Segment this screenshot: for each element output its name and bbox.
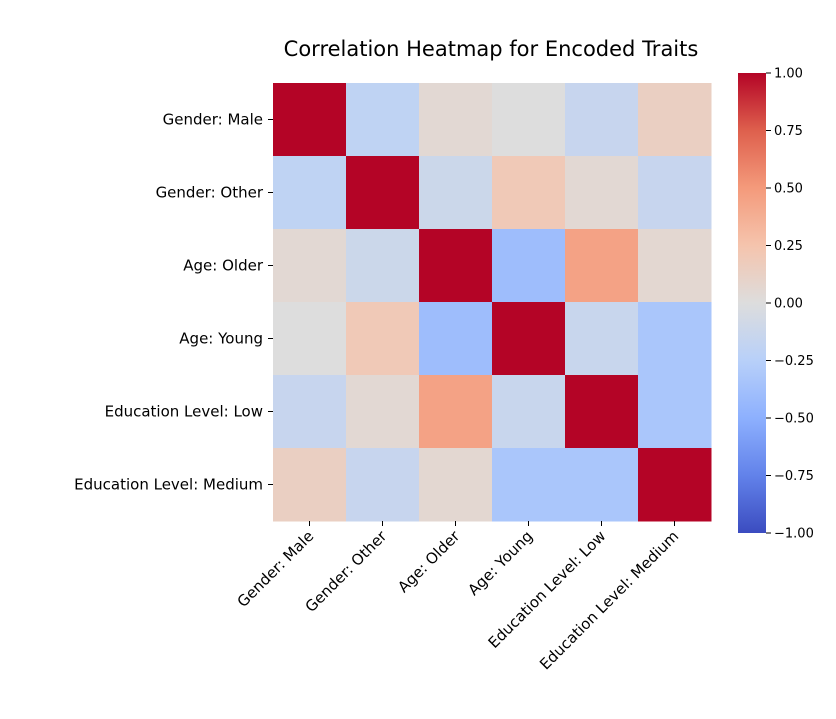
y-tick-label-age-young: Age: Young — [179, 330, 263, 348]
heatmap-cell-r1-c5 — [638, 156, 712, 230]
heatmap-cell-r2-c5 — [638, 229, 712, 303]
heatmap-cell-r3-c2 — [419, 302, 493, 376]
colorbar-tick-label: 0.00 — [774, 297, 803, 312]
heatmap-cell-r4-c4 — [565, 375, 639, 449]
colorbar: 1.00 0.75 0.50 0.25 0.00 −0.25 −0.50 −0.75 −1.00 — [738, 67, 814, 542]
heatmap-cell-r0-c2 — [419, 83, 493, 157]
colorbar-tick-label: −0.50 — [774, 412, 814, 427]
heatmap-cell-r4-c1 — [346, 375, 420, 449]
chart-title: Correlation Heatmap for Encoded Traits — [284, 37, 699, 61]
y-tick-label-age-older: Age: Older — [183, 257, 264, 275]
colorbar-tick-label: −1.00 — [774, 527, 814, 542]
heatmap-cell-r2-c4 — [565, 229, 639, 303]
x-tick-label-gender-male: Gender: Male — [234, 527, 318, 611]
colorbar-tick-label: 1.00 — [774, 67, 803, 82]
x-tick-label-age-young: Age: Young — [464, 527, 536, 599]
y-tick-label-gender-male: Gender: Male — [163, 111, 263, 129]
heatmap-cell-r2-c3 — [492, 229, 566, 303]
heatmap-cell-r1-c4 — [565, 156, 639, 230]
heatmap-cell-r1-c1 — [346, 156, 420, 230]
heatmap-cell-r0-c5 — [638, 83, 712, 157]
heatmap-cell-r1-c2 — [419, 156, 493, 230]
heatmap-cell-r2-c0 — [273, 229, 347, 303]
heatmap-cells — [273, 83, 712, 522]
heatmap-cell-r3-c3 — [492, 302, 566, 376]
heatmap-cell-r3-c4 — [565, 302, 639, 376]
y-axis: Gender: Male Gender: Other Age: Older Age: … — [74, 111, 273, 494]
heatmap-cell-r5-c1 — [346, 448, 420, 522]
heatmap-cell-r4-c5 — [638, 375, 712, 449]
colorbar-tick-label: 0.25 — [774, 239, 803, 254]
heatmap-cell-r5-c4 — [565, 448, 639, 522]
heatmap-cell-r0-c4 — [565, 83, 639, 157]
heatmap-cell-r1-c0 — [273, 156, 347, 230]
heatmap-cell-r0-c1 — [346, 83, 420, 157]
heatmap-cell-r4-c0 — [273, 375, 347, 449]
colorbar-gradient-bar — [738, 73, 766, 533]
heatmap-cell-r0-c0 — [273, 83, 347, 157]
heatmap-cell-r5-c2 — [419, 448, 493, 522]
heatmap-cell-r3-c5 — [638, 302, 712, 376]
x-tick-label-education-level-low: Education Level: Low — [485, 527, 610, 652]
heatmap-cell-r4-c2 — [419, 375, 493, 449]
colorbar-tick-label: −0.75 — [774, 469, 814, 484]
heatmap-cell-r3-c1 — [346, 302, 420, 376]
heatmap-cell-r1-c3 — [492, 156, 566, 230]
heatmap-cell-r3-c0 — [273, 302, 347, 376]
heatmap-cell-r5-c3 — [492, 448, 566, 522]
heatmap-cell-r0-c3 — [492, 83, 566, 157]
colorbar-ticks: 1.00 0.75 0.50 0.25 0.00 −0.25 −0.50 −0.75 −1.00 — [766, 67, 814, 542]
colorbar-tick-label: 0.50 — [774, 182, 803, 197]
heatmap-cell-r2-c2 — [419, 229, 493, 303]
x-tick-label-education-level-medium: Education Level: Medium — [536, 527, 682, 673]
y-tick-label-education-level-low: Education Level: Low — [105, 403, 263, 421]
heatmap-cell-r4-c3 — [492, 375, 566, 449]
heatmap-cell-r2-c1 — [346, 229, 420, 303]
x-tick-label-age-older: Age: Older — [394, 527, 464, 597]
colorbar-tick-label: 0.75 — [774, 124, 803, 139]
colorbar-tick-label: −0.25 — [774, 354, 814, 369]
y-tick-label-gender-other: Gender: Other — [156, 184, 264, 202]
y-tick-label-education-level-medium: Education Level: Medium — [74, 476, 263, 494]
heatmap-cell-r5-c5 — [638, 448, 712, 522]
heatmap-cell-r5-c0 — [273, 448, 347, 522]
